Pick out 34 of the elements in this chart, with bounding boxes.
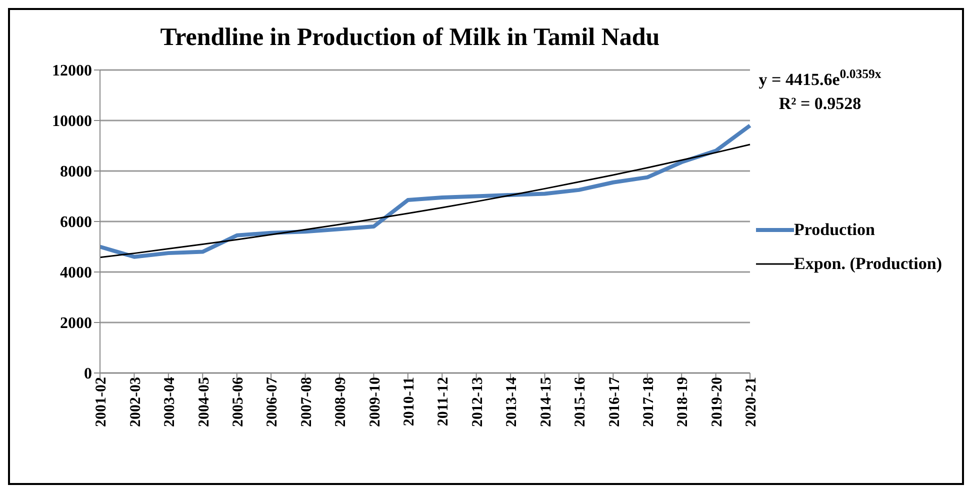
line-series xyxy=(98,124,752,259)
x-tick-label: 2015-16 xyxy=(572,376,589,427)
x-tick-label: 2018-19 xyxy=(675,377,692,427)
x-tick-label: 2005-06 xyxy=(230,376,246,427)
x-tick-label: 2002-03 xyxy=(128,377,144,427)
y-tick-label: 8000 xyxy=(60,164,92,181)
x-tick-label: 2008-09 xyxy=(333,377,350,427)
x-tick-label: 2013-14 xyxy=(504,376,520,427)
legend-label: Expon. (Production) xyxy=(794,254,942,274)
y-tick-label: 2000 xyxy=(60,315,92,332)
y-tick-label: 12000 xyxy=(52,62,92,80)
x-tick-label: 2009-10 xyxy=(367,377,384,427)
x-tick-label: 2016-17 xyxy=(606,376,623,427)
x-tick-label: 2014-15 xyxy=(538,377,554,427)
text: y = 4415.6e$^{0.0359x}$ xyxy=(758,67,882,89)
line-series xyxy=(99,144,751,258)
legend-label: Production xyxy=(794,220,875,240)
y-tick-label: 0 xyxy=(84,366,92,383)
x-tick-label: 2012-13 xyxy=(470,377,486,427)
text: R² = 0.9528 xyxy=(778,94,862,113)
x-tick-label: 2020-21 xyxy=(744,377,760,427)
x-tick-label: 2007-08 xyxy=(298,377,315,427)
x-tick-label: 2017-18 xyxy=(641,377,658,427)
y-tick-label: 10000 xyxy=(52,113,92,130)
x-tick-label: 2003-04 xyxy=(162,376,178,427)
chart-title: Trendline in Production of Milk in Tamil Nadu xyxy=(160,24,660,51)
x-tick-label: 2001-02 xyxy=(94,377,110,427)
x-tick-label: 2004-05 xyxy=(196,377,212,427)
x-tick-label: 2011-12 xyxy=(436,377,452,426)
x-tick-label: 2006-07 xyxy=(264,376,281,427)
y-tick-label: 6000 xyxy=(60,214,92,232)
x-tick-label: 2019-20 xyxy=(709,377,726,427)
x-tick-label: 2010-11 xyxy=(402,377,418,426)
y-tick-label: 4000 xyxy=(60,264,92,282)
